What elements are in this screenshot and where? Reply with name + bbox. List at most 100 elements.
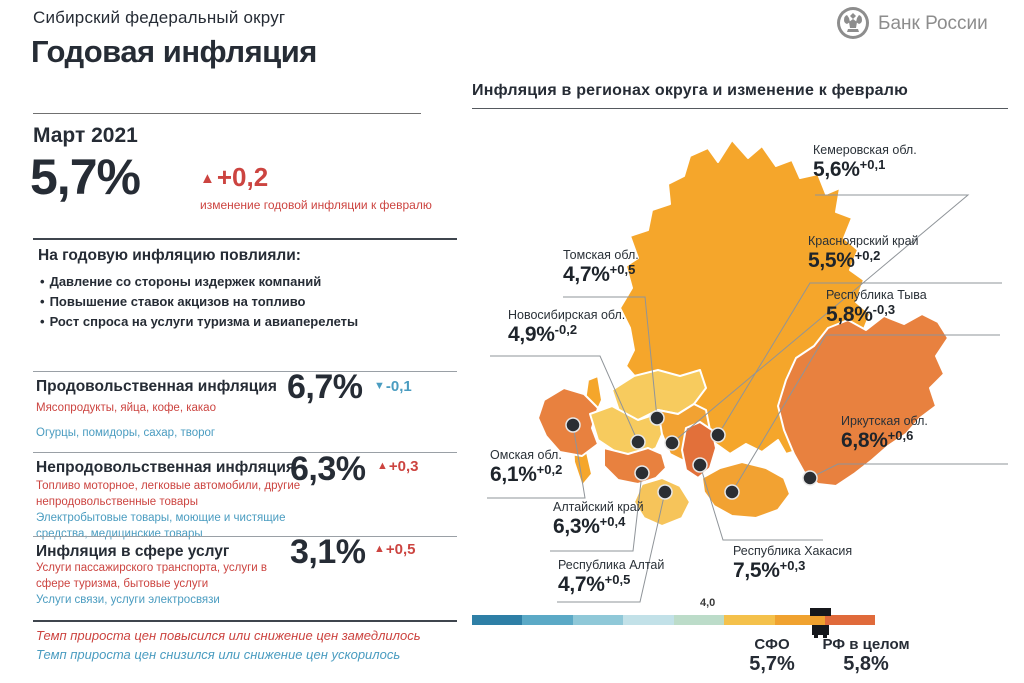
region-change: +0,3	[779, 558, 806, 573]
bullet-icon: •	[40, 294, 45, 309]
region-change: +0,2	[854, 248, 881, 263]
dot-tyva[interactable]	[724, 484, 740, 500]
category-name-nonfood: Непродовольственная инфляция	[36, 459, 295, 476]
callout-kemerovo	[671, 194, 970, 444]
food-down-items: Огурцы, помидоры, сахар, творог	[36, 427, 216, 439]
sfo-marker-label: СФО 5,7%	[742, 636, 802, 676]
list-item: • Давление со стороны издержек компаний	[40, 272, 358, 292]
overall-change-value: +0,2	[216, 162, 269, 192]
bullet-icon: •	[40, 274, 45, 289]
category-name-services: Инфляция в сфере услуг	[36, 543, 230, 560]
region-name: Иркутская обл.	[841, 414, 928, 428]
services-up-items: Услуги пассажирского транспорта, услуги …	[36, 562, 268, 590]
region-name: Омская обл.	[490, 448, 562, 462]
region-label-khakasia: Республика Хакасия 7,5%+0,3	[733, 544, 852, 583]
down-triangle-icon: ▼	[374, 380, 385, 392]
map-region-altai-krai[interactable]	[603, 447, 667, 485]
category-value-services: 3,1%	[290, 533, 366, 571]
region-label-krasnoyarsk: Красноярский край 5,5%+0,2	[808, 234, 919, 273]
callout-irkutsk	[809, 463, 1008, 479]
dot-omsk[interactable]	[565, 417, 581, 433]
category-value-nonfood: 6,3%	[290, 450, 366, 488]
region-name: Красноярский край	[808, 234, 919, 248]
dot-khakasia[interactable]	[692, 457, 708, 473]
region-name: Республика Алтай	[558, 558, 665, 572]
up-triangle-icon: ▲	[377, 460, 388, 472]
dot-krasnoyarsk[interactable]	[710, 427, 726, 443]
divider	[33, 452, 457, 453]
up-triangle-icon: ▲	[374, 543, 385, 555]
region-name: Новосибирская обл.	[508, 308, 626, 322]
bank-name: Банк России	[878, 13, 988, 34]
sfo-value: 5,7%	[749, 653, 795, 675]
overall-change: ▲+0,2	[200, 162, 268, 193]
region-change: +0,4	[599, 514, 626, 529]
category-change-services: ▲+0,5	[374, 541, 416, 558]
page-title: Годовая инфляция	[31, 34, 317, 69]
callout-krasnoyarsk	[717, 282, 1002, 436]
category-change-nonfood: ▲+0,3	[377, 458, 419, 475]
region-value: 6,8%	[841, 429, 888, 452]
dot-rep-altai[interactable]	[657, 484, 673, 500]
callout-tyva	[731, 334, 1000, 493]
overall-change-caption: изменение годовой инфляции к февралю	[200, 198, 432, 212]
callout-altai-krai	[550, 472, 643, 552]
scale-segment	[573, 615, 624, 625]
district-title: Сибирский федеральный округ	[33, 8, 286, 27]
factor-text: Повышение ставок акцизов на топливо	[49, 294, 306, 309]
dot-altai-krai[interactable]	[634, 465, 650, 481]
list-item: • Повышение ставок акцизов на топливо	[40, 292, 358, 312]
region-value: 6,3%	[553, 515, 600, 538]
category-name-food: Продовольственная инфляция	[36, 378, 277, 395]
bullet-icon: •	[40, 314, 45, 329]
callout-tomsk	[563, 296, 658, 419]
factor-text: Давление со стороны издержек компаний	[49, 274, 322, 289]
legend-down: Темп прироста цен снизился или снижение …	[36, 647, 401, 662]
scale-segment	[825, 615, 875, 625]
divider	[33, 371, 457, 372]
up-triangle-icon: ▲	[200, 170, 215, 187]
map-region-rep-altai[interactable]	[633, 477, 691, 527]
rf-label: РФ в целом	[822, 636, 910, 653]
factors-title: На годовую инфляцию повлияли:	[38, 247, 301, 264]
region-change: -0,3	[872, 302, 896, 317]
region-value: 6,1%	[490, 463, 537, 486]
region-change: -0,2	[554, 322, 578, 337]
region-name: Алтайский край	[553, 500, 644, 514]
change-value: +0,5	[385, 541, 416, 558]
region-label-tyva: Республика Тыва 5,8%-0,3	[826, 288, 927, 327]
sfo-label: СФО	[754, 636, 790, 653]
nonfood-up-items: Топливо моторное, легковые автомобили, д…	[36, 480, 301, 508]
region-change: +0,6	[887, 428, 914, 443]
factors-list: • Давление со стороны издержек компаний •…	[40, 272, 358, 332]
callout-omsk	[487, 424, 586, 499]
change-value: +0,3	[388, 458, 419, 475]
dot-irkutsk[interactable]	[802, 470, 818, 486]
region-value: 5,6%	[813, 158, 860, 181]
divider	[33, 620, 457, 622]
region-map	[487, 139, 1008, 603]
legend-up: Темп прироста цен повысился или снижение…	[36, 628, 421, 643]
dot-novosibirsk[interactable]	[630, 434, 646, 450]
region-change: +0,1	[859, 157, 886, 172]
region-value: 7,5%	[733, 559, 780, 582]
map-region-tyva[interactable]	[701, 461, 791, 519]
report-month: Март 2021	[33, 124, 138, 147]
nonfood-down-items: Электробытовые товары, моющие и чистящие…	[36, 512, 286, 540]
divider	[472, 108, 1008, 109]
scale-segment	[674, 615, 725, 625]
region-name: Томская обл.	[563, 248, 639, 262]
region-value: 5,5%	[808, 249, 855, 272]
scale-marker[interactable]	[810, 608, 831, 638]
category-change-food: ▼-0,1	[374, 378, 412, 395]
eagle-icon	[844, 13, 862, 32]
callout-rep-altai	[557, 491, 666, 603]
scale-segment	[623, 615, 674, 625]
map-title: Инфляция в регионах округа и изменение к…	[472, 82, 908, 99]
region-label-tomsk: Томская обл. 4,7%+0,5	[563, 248, 639, 287]
bank-of-russia-logo	[837, 7, 869, 39]
dot-tomsk[interactable]	[649, 410, 665, 426]
region-change: +0,5	[609, 262, 636, 277]
dot-kemerovo[interactable]	[664, 435, 680, 451]
